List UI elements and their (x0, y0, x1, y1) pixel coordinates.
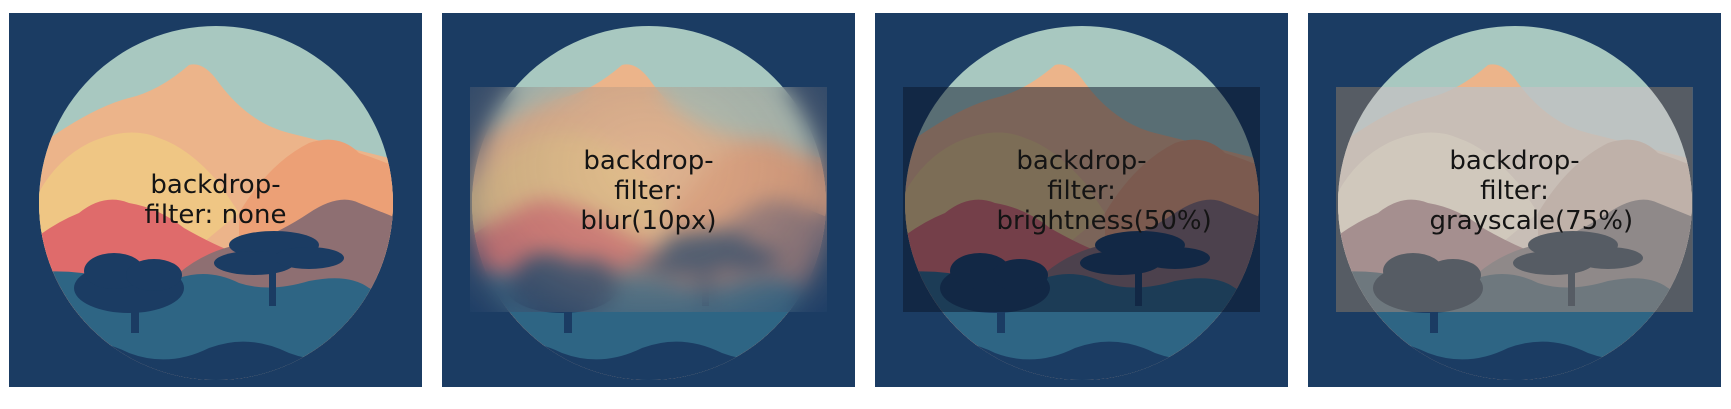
caption: backdrop-filter: grayscale(75%) (1429, 145, 1634, 236)
filter-box: backdrop-filter: grayscale(75%) (1336, 87, 1693, 312)
demo-panel-none: backdrop-filter: none (9, 13, 422, 387)
caption: backdrop-filter: blur(10px) (580, 145, 717, 236)
filter-box: backdrop-filter: none (37, 87, 394, 312)
caption: backdrop-filter: none (144, 169, 287, 230)
filter-box: backdrop-filter: blur(10px) (470, 87, 827, 312)
demo-panel-brightness: backdrop-filter: brightness(50%) (875, 13, 1288, 387)
caption: backdrop-filter: brightness(50%) (996, 145, 1212, 236)
demo-panel-grayscale: backdrop-filter: grayscale(75%) (1308, 13, 1721, 387)
demo-panel-blur: backdrop-filter: blur(10px) (442, 13, 855, 387)
filter-box: backdrop-filter: brightness(50%) (903, 87, 1260, 312)
